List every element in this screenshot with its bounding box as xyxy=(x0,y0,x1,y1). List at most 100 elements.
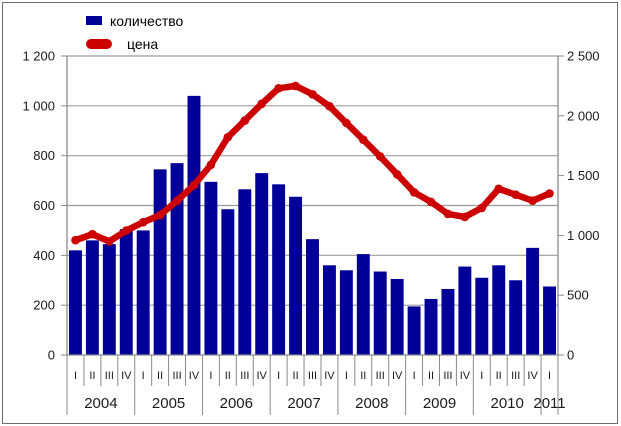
legend: количество цена xyxy=(86,9,183,55)
quantity-bar xyxy=(356,254,370,355)
price-point xyxy=(426,197,436,207)
price-point xyxy=(105,237,114,246)
price-point xyxy=(71,235,80,245)
quantity-bar xyxy=(373,271,387,355)
price-line xyxy=(72,82,553,245)
quarter-label: I xyxy=(277,370,280,382)
quantity-bar xyxy=(509,280,523,355)
quantity-bar xyxy=(187,95,201,356)
quantity-bar xyxy=(407,306,421,355)
price-point xyxy=(223,133,233,142)
quantity-bar xyxy=(102,244,116,355)
legend-item-quantity: количество xyxy=(86,9,183,32)
quarter-label: I xyxy=(142,370,145,382)
quarter-label: II xyxy=(496,370,502,382)
price-point xyxy=(545,189,554,198)
legend-item-price: цена xyxy=(86,32,183,55)
left-axis-tick-label: 1 000 xyxy=(22,98,55,113)
right-axis-tick-label: 1 000 xyxy=(567,228,600,243)
price-point xyxy=(342,118,351,128)
left-axis-tick-label: 1 200 xyxy=(22,49,55,64)
year-label: 2004 xyxy=(84,395,117,412)
quarter-label: II xyxy=(225,370,231,382)
quarter-label: II xyxy=(360,370,366,382)
price-point xyxy=(291,81,300,91)
left-axis-tick-label: 600 xyxy=(33,198,55,213)
quarter-label: III xyxy=(240,370,249,382)
price-point xyxy=(155,210,165,220)
quarter-label: I xyxy=(74,370,77,382)
left-axis-tick-label: 0 xyxy=(48,348,55,363)
quantity-bar xyxy=(526,247,540,355)
quantity-bar xyxy=(306,239,319,355)
year-label: 2008 xyxy=(355,395,388,412)
price-point xyxy=(460,212,470,222)
quantity-legend-swatch xyxy=(86,16,102,25)
quantity-bar xyxy=(390,279,404,355)
quarter-label: III xyxy=(443,370,452,382)
price-point xyxy=(359,135,368,144)
price-point xyxy=(494,184,504,194)
year-label: 2009 xyxy=(423,395,456,412)
quantity-bar xyxy=(322,265,336,355)
quantity-bar xyxy=(441,288,455,355)
quantity-bar xyxy=(492,265,506,355)
year-label: 2006 xyxy=(220,395,253,412)
quarter-label: II xyxy=(293,370,299,382)
price-point xyxy=(528,196,537,205)
quarter-label: IV xyxy=(392,370,403,382)
quarter-label: II xyxy=(89,370,95,382)
price-point xyxy=(308,90,317,99)
quarter-label: IV xyxy=(121,370,132,382)
year-label: 2007 xyxy=(287,395,320,412)
right-axis-tick-label: 2 500 xyxy=(567,49,600,64)
quantity-bar xyxy=(119,229,133,355)
quarter-label: I xyxy=(548,370,551,382)
quarter-label: III xyxy=(376,370,385,382)
price-point xyxy=(409,188,419,197)
quarter-label: IV xyxy=(324,370,335,382)
quantity-bar xyxy=(69,250,82,355)
price-point xyxy=(88,229,97,239)
quantity-bar xyxy=(289,196,303,355)
quarter-label: III xyxy=(308,370,317,382)
quantity-bar xyxy=(272,184,286,355)
price-point xyxy=(138,217,148,227)
quarter-label: III xyxy=(105,370,114,382)
price-point xyxy=(443,209,453,219)
quantity-bar xyxy=(221,209,235,355)
price-point xyxy=(392,170,402,179)
price-point xyxy=(325,101,334,111)
quarter-label: II xyxy=(428,370,434,382)
quarter-label: III xyxy=(173,370,182,382)
quantity-bar xyxy=(238,189,252,355)
right-axis-tick-label: 1 500 xyxy=(567,168,600,183)
left-axis-tick-label: 200 xyxy=(33,298,55,313)
quantity-bar xyxy=(204,181,218,355)
quantity-bar xyxy=(339,270,353,355)
quarter-label: IV xyxy=(460,370,471,382)
price-point xyxy=(240,116,250,125)
quantity-bar xyxy=(475,277,489,355)
right-axis-tick-label: 2 000 xyxy=(567,108,600,123)
quantity-bar xyxy=(458,266,472,355)
quarter-label: IV xyxy=(189,370,200,382)
year-label: 2010 xyxy=(491,395,524,412)
quantity-bar xyxy=(255,173,269,355)
year-label: 2011 xyxy=(533,395,565,412)
left-axis-tick-label: 400 xyxy=(33,248,55,263)
right-axis-tick-label: 500 xyxy=(567,288,589,303)
price-point xyxy=(477,203,487,213)
quarter-label: II xyxy=(157,370,163,382)
quarter-label: I xyxy=(413,370,416,382)
quarter-label: IV xyxy=(256,370,267,382)
price-legend-label: цена xyxy=(127,35,159,52)
price-point xyxy=(274,84,283,93)
price-point xyxy=(257,99,267,109)
right-axis-tick-label: 0 xyxy=(567,348,574,363)
price-point xyxy=(189,180,199,190)
quantity-bar xyxy=(85,240,99,355)
quantity-bar xyxy=(424,298,438,355)
